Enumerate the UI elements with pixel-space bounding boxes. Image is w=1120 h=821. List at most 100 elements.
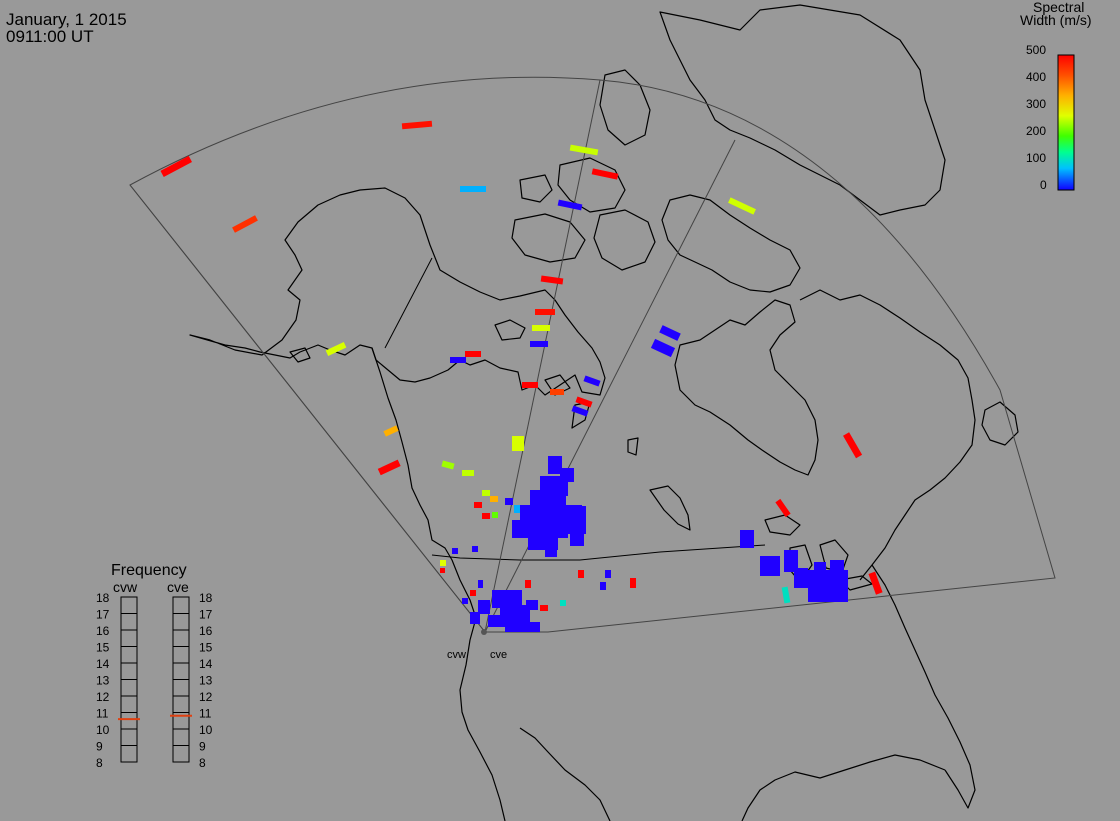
frequency-tick-right: 10	[199, 723, 213, 737]
colorbar-title-line2: Width (m/s)	[1020, 12, 1092, 28]
coastlines	[189, 4, 1019, 821]
time-label: 0911:00 UT	[6, 27, 94, 46]
frequency-tick-left: 16	[96, 624, 110, 638]
frequency-cell	[172, 728, 190, 746]
frequency-panel: Frequency cvw cve 18 17 16 15 14 13 12 11 10 9 8 1…	[96, 562, 213, 770]
frequency-cell	[120, 662, 138, 680]
frequency-tick-right: 18	[199, 591, 213, 605]
frequency-tick-left: 14	[96, 657, 110, 671]
echo-cell	[550, 389, 564, 395]
echo-cell	[160, 155, 193, 178]
frequency-cell	[120, 629, 138, 647]
frequency-tick-right: 17	[199, 608, 213, 622]
frequency-tick-left: 8	[96, 756, 103, 770]
echo-cell	[377, 459, 401, 476]
frequency-cell	[172, 745, 190, 763]
echo-cluster-cvw	[512, 456, 586, 557]
frequency-radar-cve: cve	[167, 579, 189, 595]
frequency-tick-right: 12	[199, 690, 213, 704]
echo-cell	[540, 275, 564, 285]
frequency-cell	[120, 728, 138, 746]
radar-site-marker	[481, 629, 487, 635]
echo-cell	[232, 215, 258, 233]
frequency-cell	[120, 695, 138, 713]
colorbar-tick: 300	[1026, 97, 1046, 111]
echo-cell	[441, 460, 455, 470]
frequency-tick-left: 18	[96, 591, 110, 605]
site-label-cve: cve	[490, 649, 507, 661]
radar-fov	[129, 76, 1056, 633]
frequency-title: Frequency	[111, 562, 187, 579]
echo-cell	[781, 586, 791, 604]
frequency-cell	[172, 646, 190, 664]
echo-cell	[465, 351, 481, 357]
frequency-tick-right: 11	[199, 707, 212, 721]
frequency-tick-left: 10	[96, 723, 110, 737]
echo-cluster-great-lakes	[740, 530, 848, 602]
colorbar-title-line1: Spectral	[1033, 0, 1084, 15]
frequency-cell	[172, 662, 190, 680]
echo-cell	[775, 498, 791, 518]
echo-cell	[575, 396, 593, 408]
frequency-tick-left: 9	[96, 740, 103, 754]
echo-cell	[450, 357, 466, 363]
frequency-tick-right: 15	[199, 641, 213, 655]
echo-cell	[512, 436, 524, 451]
echo-cell	[659, 325, 681, 341]
echo-cell	[868, 571, 883, 595]
echo-cell	[383, 425, 399, 437]
echo-cell	[522, 382, 538, 388]
colorbar-tick: 400	[1026, 70, 1046, 84]
echo-cell	[460, 186, 486, 192]
echo-cell	[569, 144, 599, 156]
site-label-cvw: cvw	[447, 649, 466, 661]
frequency-cell	[120, 613, 138, 631]
echo-cell	[571, 405, 589, 417]
frequency-tick-right: 13	[199, 674, 213, 688]
frequency-tick-right: 8	[199, 756, 206, 770]
echo-cell	[462, 470, 474, 476]
frequency-cell	[120, 646, 138, 664]
echo-cluster-cve	[470, 590, 540, 632]
echo-cell	[557, 199, 583, 211]
frequency-tick-left: 13	[96, 674, 110, 688]
frequency-cell	[172, 679, 190, 697]
colorbar-gradient	[1057, 54, 1075, 191]
echo-cell	[650, 338, 676, 358]
frequency-tick-left: 11	[96, 707, 109, 721]
frequency-tick-right: 16	[199, 624, 213, 638]
colorbar-tick: 500	[1026, 43, 1046, 57]
frequency-cell	[120, 745, 138, 763]
frequency-tick-left: 15	[96, 641, 110, 655]
frequency-tick-left: 17	[96, 608, 110, 622]
frequency-tick-left: 12	[96, 690, 110, 704]
echo-cell	[325, 342, 347, 356]
frequency-tick-right: 9	[199, 740, 206, 754]
frequency-cell	[120, 596, 138, 614]
echo-cell	[591, 168, 619, 180]
echo-cell	[728, 197, 756, 215]
echo-cell	[530, 341, 548, 347]
echo-small-cells	[440, 490, 636, 611]
echo-cell	[583, 375, 601, 387]
echo-cells	[160, 120, 883, 604]
color-bar: Spectral Width (m/s) 500 400 300 200 100…	[1020, 0, 1092, 192]
frequency-tick-right: 14	[199, 657, 213, 671]
radar-sites: cvw cve	[447, 629, 507, 661]
date-label: January, 1 2015	[6, 10, 127, 29]
colorbar-tick: 100	[1026, 151, 1046, 165]
frequency-cell	[120, 712, 138, 730]
colorbar-tick: 0	[1040, 178, 1047, 192]
frequency-cell	[172, 596, 190, 614]
frequency-cell	[172, 613, 190, 631]
colorbar-tick: 200	[1026, 124, 1046, 138]
frequency-radar-cvw: cvw	[113, 579, 138, 595]
frequency-cell	[120, 679, 138, 697]
political-borders	[384, 257, 766, 561]
frequency-cell	[172, 695, 190, 713]
echo-cell	[843, 432, 863, 459]
echo-cell	[532, 325, 550, 331]
frequency-cell	[172, 629, 190, 647]
echo-cell	[401, 120, 433, 130]
